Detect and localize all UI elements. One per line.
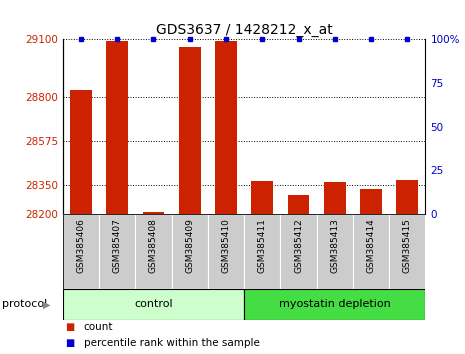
Bar <box>353 214 389 289</box>
Bar <box>172 214 208 289</box>
Bar <box>280 214 317 289</box>
Bar <box>143 212 164 214</box>
Bar <box>244 289 425 320</box>
Text: percentile rank within the sample: percentile rank within the sample <box>84 338 259 348</box>
Bar <box>244 214 280 289</box>
Bar <box>63 214 99 289</box>
Bar <box>288 195 309 214</box>
Bar <box>179 47 200 214</box>
Text: GSM385408: GSM385408 <box>149 218 158 273</box>
Bar <box>252 181 273 214</box>
Title: GDS3637 / 1428212_x_at: GDS3637 / 1428212_x_at <box>156 23 332 36</box>
Bar <box>397 180 418 214</box>
Bar <box>317 214 353 289</box>
Bar <box>99 214 135 289</box>
Text: control: control <box>134 299 173 309</box>
Text: GSM385412: GSM385412 <box>294 218 303 273</box>
Bar <box>135 214 172 289</box>
Text: GSM385407: GSM385407 <box>113 218 122 273</box>
Bar <box>208 214 244 289</box>
Text: GSM385409: GSM385409 <box>185 218 194 273</box>
Text: ■: ■ <box>65 338 74 348</box>
Bar <box>215 41 237 214</box>
Text: GSM385411: GSM385411 <box>258 218 267 273</box>
Bar <box>360 189 382 214</box>
Bar <box>106 41 128 214</box>
Text: ■: ■ <box>65 322 74 332</box>
Text: GSM385410: GSM385410 <box>221 218 231 273</box>
Text: GSM385413: GSM385413 <box>330 218 339 273</box>
Bar <box>63 289 244 320</box>
Text: GSM385415: GSM385415 <box>403 218 412 273</box>
Bar <box>389 214 425 289</box>
Text: GSM385406: GSM385406 <box>76 218 86 273</box>
Bar <box>324 182 345 214</box>
Bar <box>70 90 92 214</box>
Text: myostatin depletion: myostatin depletion <box>279 299 391 309</box>
Text: GSM385414: GSM385414 <box>366 218 376 273</box>
Text: ▶: ▶ <box>43 299 50 309</box>
Text: count: count <box>84 322 113 332</box>
Text: protocol: protocol <box>2 299 47 309</box>
